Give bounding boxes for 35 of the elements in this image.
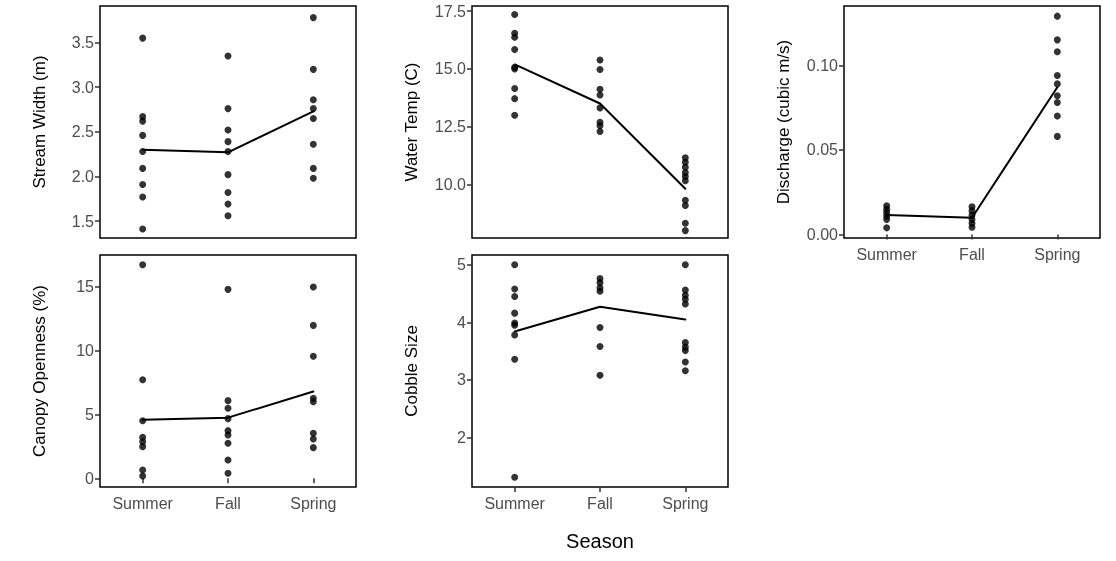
y-tick-label: 12.5 [434, 118, 467, 136]
y-tick-label: 15 [76, 278, 95, 296]
y-axis-title: Stream Width (m) [30, 55, 49, 189]
y-tick-label: 2.0 [71, 167, 95, 185]
x-tick-label: Fall [587, 494, 613, 512]
x-tick-label: Fall [959, 245, 985, 263]
y-axis-title: Discharge (cubic m/s) [774, 39, 793, 205]
x-tick-label: Spring [1034, 245, 1081, 263]
x-tick-label: Summer [484, 494, 546, 512]
y-axis-title: Canopy Openness (%) [30, 285, 49, 457]
y-tick-label: 0 [85, 469, 95, 487]
x-axis-title: Season [566, 530, 634, 552]
y-tick-label: 1.5 [71, 212, 95, 230]
y-tick-label: 5 [85, 405, 95, 423]
y-axis-title: Water Temp (C) [402, 62, 421, 182]
y-axis-title: Cobble Size [402, 325, 421, 417]
y-tick-label: 3 [457, 371, 467, 389]
y-tick-label: 0.10 [806, 56, 839, 74]
y-tick-label: 0.05 [806, 141, 839, 159]
x-tick-label: Spring [662, 494, 709, 512]
y-tick-label: 0.00 [806, 226, 839, 244]
y-tick-label: 4 [457, 313, 467, 331]
y-tick-label: 2.5 [71, 123, 95, 141]
y-tick-label: 3.5 [71, 34, 95, 52]
y-tick-label: 2 [457, 428, 467, 446]
x-tick-label: Spring [290, 494, 337, 512]
x-tick-label: Summer [856, 245, 918, 263]
y-tick-label: 17.5 [434, 2, 467, 20]
x-tick-label: Summer [112, 494, 174, 512]
y-tick-label: 3.0 [71, 78, 95, 96]
y-tick-label: 10.0 [434, 175, 467, 193]
y-tick-label: 10 [76, 342, 95, 360]
y-tick-label: 5 [457, 256, 467, 274]
y-tick-label: 15.0 [434, 60, 467, 78]
x-tick-label: Fall [215, 494, 241, 512]
